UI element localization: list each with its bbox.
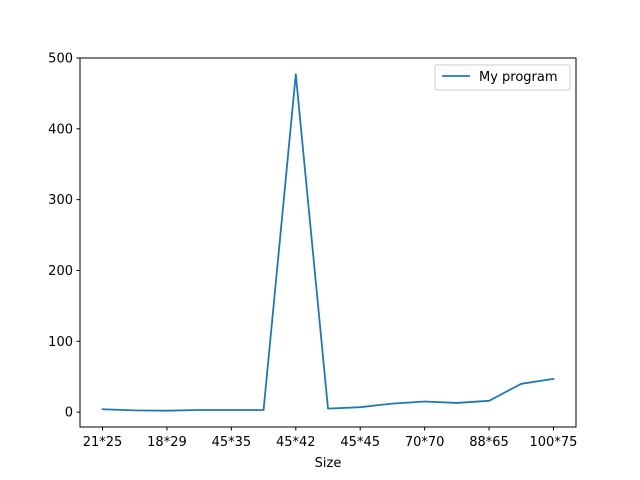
y-tick-label: 300 xyxy=(48,193,73,208)
x-tick-label: 21*25 xyxy=(83,435,123,450)
y-tick-label: 400 xyxy=(48,122,73,137)
x-tick-label: 45*35 xyxy=(212,435,252,450)
y-tick-label: 100 xyxy=(48,335,73,350)
x-axis: 21*25 18*29 45*35 45*42 45*45 70*70 88*65 100*7… xyxy=(83,427,578,450)
y-tick-label: 200 xyxy=(48,264,73,279)
y-tick-label: 0 xyxy=(65,406,73,421)
legend: My program xyxy=(434,64,571,91)
x-axis-label: Size xyxy=(315,456,342,471)
y-tick-label: 500 xyxy=(48,52,73,67)
plot-layer xyxy=(101,73,555,412)
x-tick-label: 18*29 xyxy=(147,435,187,450)
legend-label: My program xyxy=(479,70,558,85)
y-axis: 0 100 200 300 400 500 xyxy=(48,52,80,421)
x-tick-label: 70*70 xyxy=(405,435,445,450)
plot-area-frame xyxy=(79,57,577,428)
x-tick-label: 45*45 xyxy=(340,435,380,450)
x-tick-label: 88*65 xyxy=(469,435,509,450)
x-tick-label: 100*75 xyxy=(530,435,578,450)
legend-box xyxy=(434,64,571,91)
series-line xyxy=(101,73,555,412)
x-tick-label: 45*42 xyxy=(276,435,316,450)
